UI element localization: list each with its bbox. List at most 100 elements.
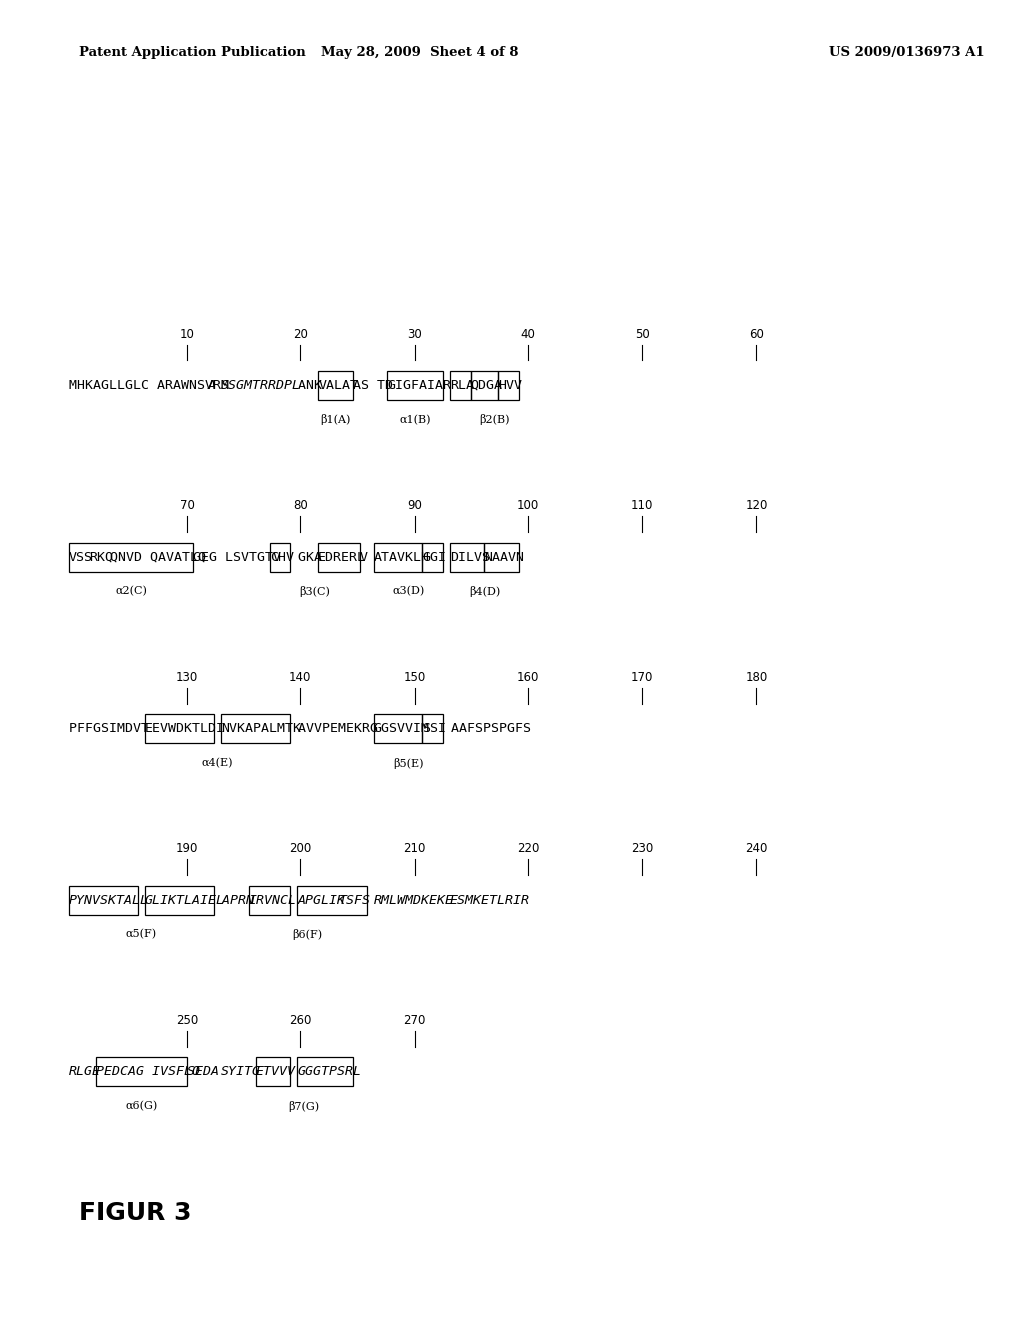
Bar <box>249 886 291 915</box>
Text: VSS: VSS <box>69 550 93 564</box>
Bar <box>318 371 352 400</box>
Bar <box>221 714 291 743</box>
Bar <box>422 714 442 743</box>
Text: GLIKTLAIEL: GLIKTLAIEL <box>145 894 225 907</box>
Bar <box>387 371 442 400</box>
Text: 40: 40 <box>520 327 536 341</box>
Text: SSGMTRRDPL: SSGMTRRDPL <box>221 379 301 392</box>
Text: α2(C): α2(C) <box>115 586 147 597</box>
Text: CHV: CHV <box>269 550 294 564</box>
Bar <box>269 543 291 572</box>
Text: β1(A): β1(A) <box>321 414 350 425</box>
Text: PYNVSKTALL: PYNVSKTALL <box>69 894 148 907</box>
Text: A: A <box>207 379 215 392</box>
Text: 70: 70 <box>179 499 195 512</box>
Bar <box>450 543 484 572</box>
Text: PEDCAG IVSFLO: PEDCAG IVSFLO <box>96 1065 201 1078</box>
Text: 20: 20 <box>293 327 308 341</box>
Text: GIGFAIAR: GIGFAIAR <box>387 379 452 392</box>
Text: AS TD: AS TD <box>352 379 393 392</box>
Text: 60: 60 <box>749 327 764 341</box>
Text: PFFGSIMDVT: PFFGSIMDVT <box>69 722 157 735</box>
Text: 90: 90 <box>408 499 422 512</box>
Text: 10: 10 <box>179 327 195 341</box>
Text: EDRERL: EDRERL <box>318 550 367 564</box>
Text: α1(B): α1(B) <box>399 414 431 425</box>
Text: NAAVN: NAAVN <box>484 550 524 564</box>
Text: RMLWMDKEKE: RMLWMDKEKE <box>374 894 454 907</box>
Text: α5(F): α5(F) <box>126 929 157 940</box>
Text: 180: 180 <box>745 671 768 684</box>
Text: 80: 80 <box>293 499 307 512</box>
Text: APGLIK: APGLIK <box>297 894 345 907</box>
Text: RLGE: RLGE <box>69 1065 100 1078</box>
Text: DILVS: DILVS <box>450 550 489 564</box>
Text: 270: 270 <box>403 1014 426 1027</box>
Text: 240: 240 <box>745 842 768 855</box>
Text: β5(E): β5(E) <box>393 758 424 768</box>
Text: RLA: RLA <box>450 379 474 392</box>
Text: 100: 100 <box>517 499 539 512</box>
Text: NVKAPALMTK: NVKAPALMTK <box>221 722 301 735</box>
Text: GKA: GKA <box>291 550 323 564</box>
Text: 210: 210 <box>403 842 426 855</box>
Bar <box>318 543 359 572</box>
Text: RKQ: RKQ <box>89 550 114 564</box>
Bar <box>297 1057 352 1086</box>
Text: May 28, 2009  Sheet 4 of 8: May 28, 2009 Sheet 4 of 8 <box>321 46 518 59</box>
Text: 230: 230 <box>631 842 653 855</box>
Text: 170: 170 <box>631 671 653 684</box>
Bar <box>297 886 367 915</box>
Text: 130: 130 <box>176 671 199 684</box>
Text: 140: 140 <box>289 671 311 684</box>
Text: QDGA: QDGA <box>470 379 503 392</box>
Text: ESMKETLRIR: ESMKETLRIR <box>450 894 529 907</box>
Text: GEG LSVTGTV: GEG LSVTGTV <box>194 550 282 564</box>
Text: EEVWDKTLDI: EEVWDKTLDI <box>145 722 225 735</box>
Text: SYITG: SYITG <box>221 1065 261 1078</box>
Text: β7(G): β7(G) <box>289 1101 319 1111</box>
Text: QNVD QAVATLQ: QNVD QAVATLQ <box>111 550 206 564</box>
Bar <box>422 543 442 572</box>
Text: ATAVKLH: ATAVKLH <box>374 550 429 564</box>
Text: 260: 260 <box>289 1014 311 1027</box>
Bar <box>499 371 519 400</box>
Bar <box>450 371 470 400</box>
Text: 250: 250 <box>176 1014 199 1027</box>
Text: SSI: SSI <box>422 722 446 735</box>
Text: ANK: ANK <box>291 379 323 392</box>
Text: β2(B): β2(B) <box>479 414 510 425</box>
Text: V: V <box>359 550 376 564</box>
Text: US 2009/0136973 A1: US 2009/0136973 A1 <box>829 46 985 59</box>
Text: 160: 160 <box>517 671 539 684</box>
Text: GGSVVIM: GGSVVIM <box>374 722 429 735</box>
Text: β6(F): β6(F) <box>293 929 323 940</box>
Text: TSFS: TSFS <box>339 894 371 907</box>
Text: 190: 190 <box>176 842 199 855</box>
Text: IRVNCL: IRVNCL <box>249 894 297 907</box>
Text: FIGUR 3: FIGUR 3 <box>79 1201 191 1225</box>
Text: SEDA: SEDA <box>186 1065 226 1078</box>
Text: 50: 50 <box>635 327 649 341</box>
Bar <box>69 886 138 915</box>
Text: α4(E): α4(E) <box>202 758 233 768</box>
Text: GGGTPSRL: GGGTPSRL <box>297 1065 361 1078</box>
Text: AAFSPSPGFS: AAFSPSPGFS <box>442 722 530 735</box>
Text: MHKAGLLGLC ARAWNSVRM: MHKAGLLGLC ARAWNSVRM <box>69 379 228 392</box>
Bar <box>145 714 214 743</box>
Text: APRN: APRN <box>214 894 254 907</box>
Text: β4(D): β4(D) <box>469 586 500 597</box>
Text: 120: 120 <box>745 499 768 512</box>
Text: α3(D): α3(D) <box>392 586 424 597</box>
Bar <box>96 1057 186 1086</box>
Text: 220: 220 <box>517 842 539 855</box>
Text: 200: 200 <box>289 842 311 855</box>
Text: ETVVV: ETVVV <box>256 1065 296 1078</box>
Bar <box>374 714 422 743</box>
Text: AVVPEMEKRG: AVVPEMEKRG <box>291 722 386 735</box>
Text: Patent Application Publication: Patent Application Publication <box>79 46 305 59</box>
Bar <box>374 543 422 572</box>
Bar <box>484 543 519 572</box>
Text: VALAT: VALAT <box>318 379 358 392</box>
Bar <box>470 371 499 400</box>
